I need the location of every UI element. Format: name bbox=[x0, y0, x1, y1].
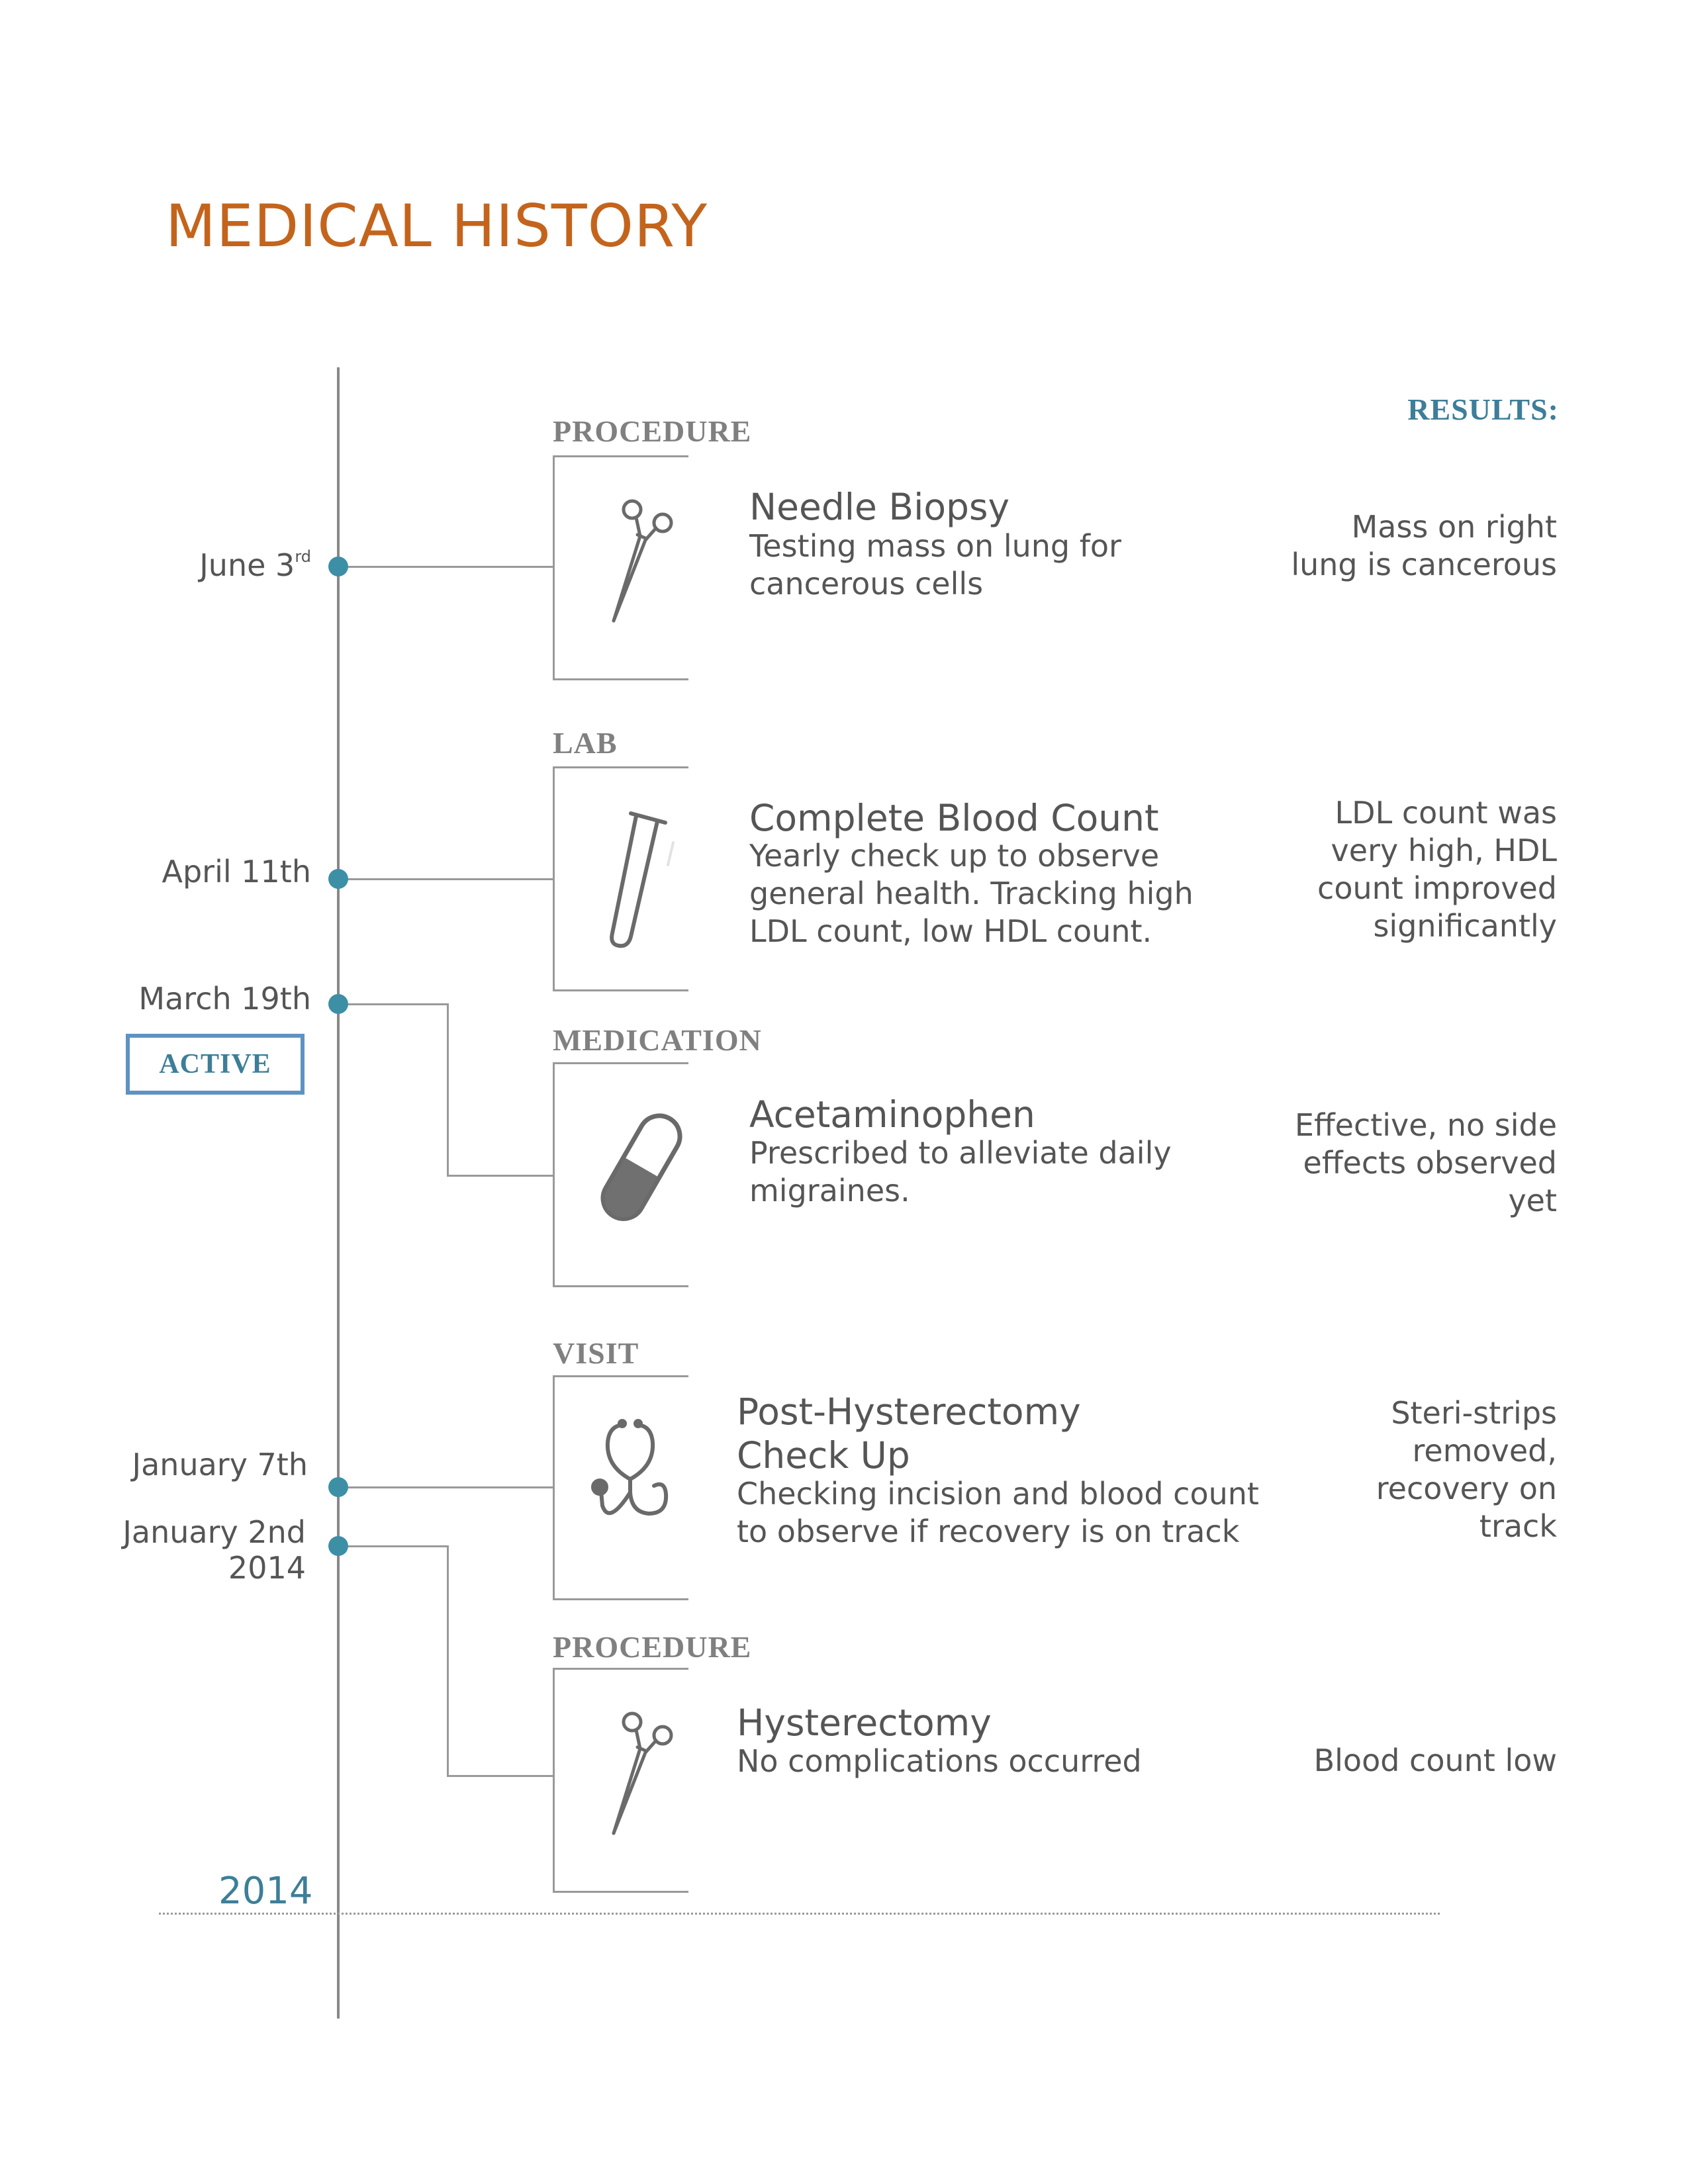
connector-march bbox=[338, 1003, 449, 1177]
result-line: Effective, no side bbox=[1294, 1107, 1557, 1143]
entry-title: Hysterectomy bbox=[737, 1702, 992, 1744]
date-jan2: January 2nd 2014 bbox=[122, 1514, 306, 1586]
page-title: MEDICAL HISTORY bbox=[165, 192, 708, 260]
year-label: 2014 bbox=[218, 1870, 313, 1913]
entry-title: Post-Hysterectomy Check Up bbox=[737, 1390, 1081, 1477]
desc-line: Checking incision and blood count bbox=[737, 1476, 1259, 1512]
test-tube-icon bbox=[610, 811, 675, 948]
result-line: Steri-strips bbox=[1391, 1395, 1557, 1431]
desc-line: general health. Tracking high bbox=[749, 876, 1194, 911]
entry-result: LDL count was very high, HDL count impro… bbox=[1279, 794, 1557, 945]
timeline-dot-april[interactable] bbox=[328, 869, 348, 889]
result-line: yet bbox=[1508, 1183, 1557, 1218]
entry-result: Blood count low bbox=[1279, 1742, 1557, 1780]
timeline-axis bbox=[337, 367, 340, 2019]
connector-jan2 bbox=[338, 1545, 449, 1777]
entry-card-blood-count[interactable] bbox=[553, 766, 688, 991]
result-line: Mass on right bbox=[1351, 509, 1557, 545]
entry-description: Prescribed to alleviate daily migraines. bbox=[749, 1134, 1172, 1210]
stethoscope-icon bbox=[591, 1419, 669, 1516]
entry-title: Acetaminophen bbox=[749, 1093, 1035, 1136]
category-visit: VISIT bbox=[553, 1336, 639, 1370]
capsule-icon bbox=[600, 1113, 682, 1221]
category-procedure: PROCEDURE bbox=[553, 1630, 752, 1664]
entry-card-needle-biopsy[interactable] bbox=[553, 455, 688, 680]
active-badge: ACTIVE bbox=[126, 1034, 305, 1095]
entry-description: Checking incision and blood count to obs… bbox=[737, 1475, 1259, 1551]
connector-june bbox=[338, 566, 553, 568]
entry-description: No complications occurred bbox=[737, 1743, 1142, 1780]
date-june-text: June 3 bbox=[199, 547, 295, 583]
desc-line: Testing mass on lung for bbox=[749, 528, 1121, 564]
entry-description: Yearly check up to observe general healt… bbox=[749, 837, 1194, 950]
result-line: very high, HDL bbox=[1331, 833, 1557, 868]
result-line: count improved bbox=[1317, 870, 1557, 906]
desc-line: Prescribed to alleviate daily bbox=[749, 1135, 1172, 1171]
desc-line: to observe if recovery is on track bbox=[737, 1514, 1240, 1549]
result-line: recovery on bbox=[1376, 1471, 1557, 1506]
forceps-icon bbox=[612, 499, 673, 623]
date-march: March 19th bbox=[138, 981, 311, 1017]
date-jan2-year: 2014 bbox=[228, 1550, 306, 1586]
entry-description: Testing mass on lung for cancerous cells bbox=[749, 527, 1121, 603]
category-lab: LAB bbox=[553, 726, 618, 760]
title-line: Post-Hysterectomy bbox=[737, 1390, 1081, 1433]
desc-line: LDL count, low HDL count. bbox=[749, 913, 1152, 949]
result-line: LDL count was bbox=[1335, 795, 1557, 831]
result-line: significantly bbox=[1373, 908, 1557, 944]
category-medication: MEDICATION bbox=[553, 1023, 762, 1057]
entry-card-hysterectomy[interactable] bbox=[553, 1668, 688, 1893]
result-line: removed, bbox=[1412, 1433, 1558, 1469]
forceps-icon bbox=[612, 1711, 673, 1835]
date-april: April 11th bbox=[162, 854, 312, 889]
timeline-dot-june[interactable] bbox=[328, 557, 348, 576]
timeline-dot-jan7[interactable] bbox=[328, 1477, 348, 1497]
entry-result: Effective, no side effects observed yet bbox=[1279, 1107, 1557, 1220]
date-june: June 3rd bbox=[199, 547, 311, 583]
entry-result: Mass on right lung is cancerous bbox=[1279, 508, 1557, 584]
timeline-dot-march[interactable] bbox=[328, 994, 348, 1014]
result-line: Blood count low bbox=[1313, 1743, 1557, 1778]
desc-line: No complications occurred bbox=[737, 1743, 1142, 1779]
entry-card-check-up[interactable] bbox=[553, 1375, 688, 1600]
desc-line: Yearly check up to observe bbox=[749, 838, 1160, 874]
date-jan2-text: January 2nd bbox=[122, 1514, 306, 1550]
entry-title: Complete Blood Count bbox=[749, 797, 1159, 839]
date-june-suffix: rd bbox=[295, 547, 311, 566]
desc-line: migraines. bbox=[749, 1173, 910, 1208]
connector-march-h bbox=[447, 1175, 553, 1177]
connector-jan7 bbox=[338, 1486, 553, 1488]
entry-title: Needle Biopsy bbox=[749, 486, 1010, 528]
connector-april bbox=[338, 878, 553, 880]
result-line: track bbox=[1479, 1508, 1557, 1544]
title-line: Check Up bbox=[737, 1434, 910, 1477]
connector-jan2-h bbox=[447, 1775, 553, 1777]
timeline-dot-jan2[interactable] bbox=[328, 1536, 348, 1556]
result-line: lung is cancerous bbox=[1291, 547, 1557, 582]
desc-line: cancerous cells bbox=[749, 566, 984, 602]
category-procedure: PROCEDURE bbox=[553, 414, 752, 448]
results-header: RESULTS: bbox=[1407, 392, 1559, 426]
entry-result: Steri-strips removed, recovery on track bbox=[1279, 1394, 1557, 1545]
entry-card-acetaminophen[interactable] bbox=[553, 1062, 688, 1287]
year-divider bbox=[159, 1913, 1440, 1915]
result-line: effects observed bbox=[1303, 1145, 1557, 1181]
date-jan7: January 7th bbox=[132, 1447, 308, 1482]
